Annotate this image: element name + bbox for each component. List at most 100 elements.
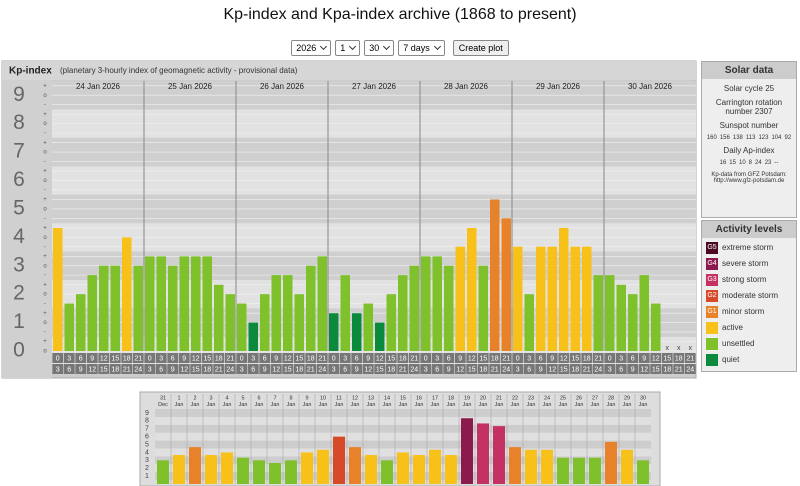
month-label: Jan <box>463 402 472 408</box>
hour-box <box>374 364 386 374</box>
level-code: G1 <box>707 308 717 315</box>
hour-box <box>673 353 685 363</box>
hour-start: 15 <box>571 355 579 362</box>
source: Kp-data from GFZ Potsdam: <box>711 172 787 178</box>
month-label: Jan <box>351 402 360 408</box>
date-label: 22 <box>512 395 518 401</box>
hour-end: 9 <box>631 366 635 373</box>
year-select[interactable]: 2026 <box>291 40 332 56</box>
bar <box>573 457 585 484</box>
span-select[interactable]: 7 days <box>398 40 445 56</box>
grid-band <box>155 424 651 433</box>
y-tick-label: 9 <box>13 83 25 106</box>
hour-box <box>397 353 409 363</box>
month-label: Jan <box>239 402 248 408</box>
level-label: moderate storm <box>722 291 779 300</box>
date-label: 29 <box>624 395 630 401</box>
y-minor-label: + <box>43 197 47 203</box>
bar <box>363 303 373 351</box>
hour-box <box>673 364 685 374</box>
hour-box <box>121 364 133 374</box>
date-label: 5 <box>241 395 244 401</box>
hour-box <box>546 364 558 374</box>
hour-box <box>385 364 397 374</box>
month-label: Jan <box>399 402 408 408</box>
hour-box <box>236 353 248 363</box>
hour-box <box>121 353 133 363</box>
hour-box <box>178 353 190 363</box>
bar <box>99 265 109 351</box>
bar <box>429 449 441 484</box>
source-url[interactable]: http://www.gfz-potsdam.de <box>713 178 785 184</box>
hour-box <box>627 364 639 374</box>
bar <box>509 447 521 484</box>
hour-box <box>63 364 75 374</box>
hour-end: 18 <box>479 366 487 373</box>
hour-end: 6 <box>159 366 163 373</box>
hour-end: 6 <box>619 366 623 373</box>
create-plot-button[interactable]: Create plot <box>452 40 509 56</box>
date-label: 3 <box>209 395 212 401</box>
hour-end: 15 <box>376 366 384 373</box>
y-minor-label: + <box>43 311 47 317</box>
date-label: 19 <box>464 395 470 401</box>
bar <box>582 246 592 351</box>
hour-box <box>190 353 202 363</box>
hour-start: 15 <box>387 355 395 362</box>
hour-box <box>98 353 110 363</box>
hour-box <box>604 364 616 374</box>
hour-box <box>627 353 639 363</box>
hour-box <box>293 353 305 363</box>
hour-start: 21 <box>594 355 602 362</box>
y-minor-label: + <box>43 140 47 146</box>
missing-marker: x <box>677 345 681 352</box>
y-tick-label: 3 <box>145 457 149 464</box>
hour-start: 12 <box>284 355 292 362</box>
hour-box <box>201 353 213 363</box>
hour-box <box>351 353 363 363</box>
y-minor-label: - <box>44 301 46 307</box>
bar <box>133 265 143 351</box>
hour-start: 18 <box>491 355 499 362</box>
hour-box <box>397 364 409 374</box>
level-label: active <box>722 323 743 332</box>
month-label: Jan <box>207 402 216 408</box>
y-tick-label: 4 <box>13 225 25 248</box>
level-code: G3 <box>707 276 717 283</box>
month-select[interactable]: 1 <box>335 40 361 56</box>
hour-box <box>213 353 225 363</box>
hour-box <box>443 353 455 363</box>
bar <box>605 275 615 351</box>
ap-value: -- <box>774 160 779 166</box>
y-tick-label: 4 <box>145 449 149 456</box>
hour-start: 15 <box>295 355 303 362</box>
date-label: 15 <box>400 395 406 401</box>
hour-box <box>86 364 98 374</box>
hour-start: 18 <box>307 355 315 362</box>
hour-start: 12 <box>100 355 108 362</box>
ap-value: 24 <box>755 160 762 166</box>
bar <box>64 303 74 351</box>
hour-start: 12 <box>192 355 200 362</box>
date-label: 11 <box>336 395 342 401</box>
bar <box>413 455 425 484</box>
hour-end: 6 <box>251 366 255 373</box>
bar <box>525 449 537 484</box>
day-select[interactable]: 30 <box>364 40 395 56</box>
bar <box>283 275 293 351</box>
solar-cycle: Solar cycle 25 <box>723 84 775 93</box>
y-tick-label: 6 <box>145 433 149 440</box>
month-label: Jan <box>559 402 568 408</box>
hour-box <box>500 364 512 374</box>
hour-end: 9 <box>355 366 359 373</box>
hour-start: 0 <box>240 355 244 362</box>
y-tick-label: 1 <box>145 473 149 480</box>
bar <box>205 455 217 484</box>
hour-box <box>489 353 501 363</box>
hour-box <box>500 353 512 363</box>
bar <box>157 460 169 484</box>
hour-end: 12 <box>364 366 372 373</box>
hour-start: 18 <box>215 355 223 362</box>
bar <box>478 265 488 351</box>
date-label: 10 <box>320 395 326 401</box>
